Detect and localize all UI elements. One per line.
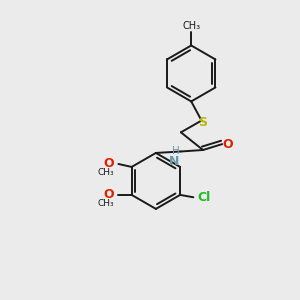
Text: H: H [172,146,180,156]
Text: N: N [169,155,180,168]
Text: S: S [199,116,208,128]
Text: O: O [103,188,114,201]
Text: O: O [222,138,233,151]
Text: CH₃: CH₃ [98,199,114,208]
Text: Cl: Cl [198,191,211,204]
Text: O: O [103,158,114,170]
Text: CH₃: CH₃ [182,21,200,31]
Text: CH₃: CH₃ [98,168,114,177]
